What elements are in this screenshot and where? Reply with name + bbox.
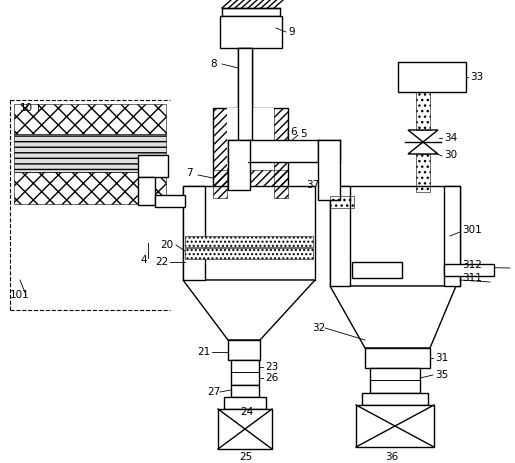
Bar <box>352 188 444 228</box>
Bar <box>138 155 168 177</box>
Polygon shape <box>408 142 438 154</box>
Text: 21: 21 <box>197 347 210 357</box>
Text: 7: 7 <box>186 168 193 178</box>
Bar <box>238 48 252 158</box>
Text: 34: 34 <box>444 133 457 143</box>
Bar <box>185 236 313 247</box>
Bar <box>352 262 402 278</box>
Polygon shape <box>408 130 438 142</box>
Bar <box>155 195 185 207</box>
Bar <box>370 368 420 393</box>
Bar <box>213 108 227 198</box>
Bar <box>228 340 260 360</box>
Text: 20: 20 <box>160 240 173 250</box>
Bar <box>228 140 250 190</box>
Bar <box>318 140 340 200</box>
Bar <box>213 170 288 186</box>
Text: 312: 312 <box>462 260 482 270</box>
Text: 35: 35 <box>435 370 448 380</box>
Text: 26: 26 <box>265 373 278 383</box>
Text: 301: 301 <box>462 225 482 235</box>
Text: 6: 6 <box>290 127 297 137</box>
Bar <box>352 228 444 268</box>
Text: 101: 101 <box>10 290 30 300</box>
Bar <box>222 8 280 16</box>
Polygon shape <box>352 288 438 347</box>
Bar <box>231 385 259 397</box>
Bar <box>227 108 274 168</box>
Text: 25: 25 <box>239 452 253 462</box>
Bar <box>213 108 288 198</box>
Text: 31: 31 <box>435 353 448 363</box>
Text: 10: 10 <box>20 103 33 113</box>
Polygon shape <box>330 286 456 348</box>
Text: 4: 4 <box>140 255 147 265</box>
Bar <box>220 16 282 48</box>
Bar <box>231 360 259 385</box>
Bar <box>218 409 272 449</box>
Bar <box>14 104 166 134</box>
Bar <box>444 186 460 286</box>
Bar <box>330 186 350 286</box>
Bar <box>207 188 313 234</box>
Text: 27: 27 <box>207 387 220 397</box>
Text: 9: 9 <box>288 27 295 37</box>
Bar <box>398 62 466 92</box>
Text: 36: 36 <box>385 452 399 462</box>
Bar <box>365 348 430 368</box>
Bar <box>318 140 340 162</box>
Bar <box>14 134 166 172</box>
Text: 311: 311 <box>462 273 482 283</box>
Bar <box>228 140 250 162</box>
Bar <box>330 186 460 286</box>
Text: 8: 8 <box>210 59 217 69</box>
Bar <box>183 186 315 280</box>
Bar <box>183 186 205 280</box>
Text: 32: 32 <box>312 323 325 333</box>
Bar <box>356 405 434 447</box>
Bar <box>238 48 252 108</box>
Polygon shape <box>183 280 315 340</box>
Polygon shape <box>185 282 313 340</box>
Bar <box>274 108 288 198</box>
Bar <box>416 154 430 192</box>
Text: 37: 37 <box>306 180 319 190</box>
Text: 22: 22 <box>155 257 168 267</box>
Text: 24: 24 <box>240 407 253 417</box>
Bar <box>224 397 266 409</box>
Bar <box>416 92 430 130</box>
Bar <box>362 393 428 405</box>
Bar <box>444 264 494 276</box>
Bar <box>330 196 354 208</box>
Text: 30: 30 <box>444 150 457 160</box>
Bar <box>14 172 166 204</box>
Text: 23: 23 <box>265 362 278 372</box>
Bar <box>248 140 320 162</box>
Bar <box>138 177 155 205</box>
Text: 5: 5 <box>300 129 306 139</box>
Text: 33: 33 <box>470 72 483 82</box>
Bar <box>185 248 313 259</box>
